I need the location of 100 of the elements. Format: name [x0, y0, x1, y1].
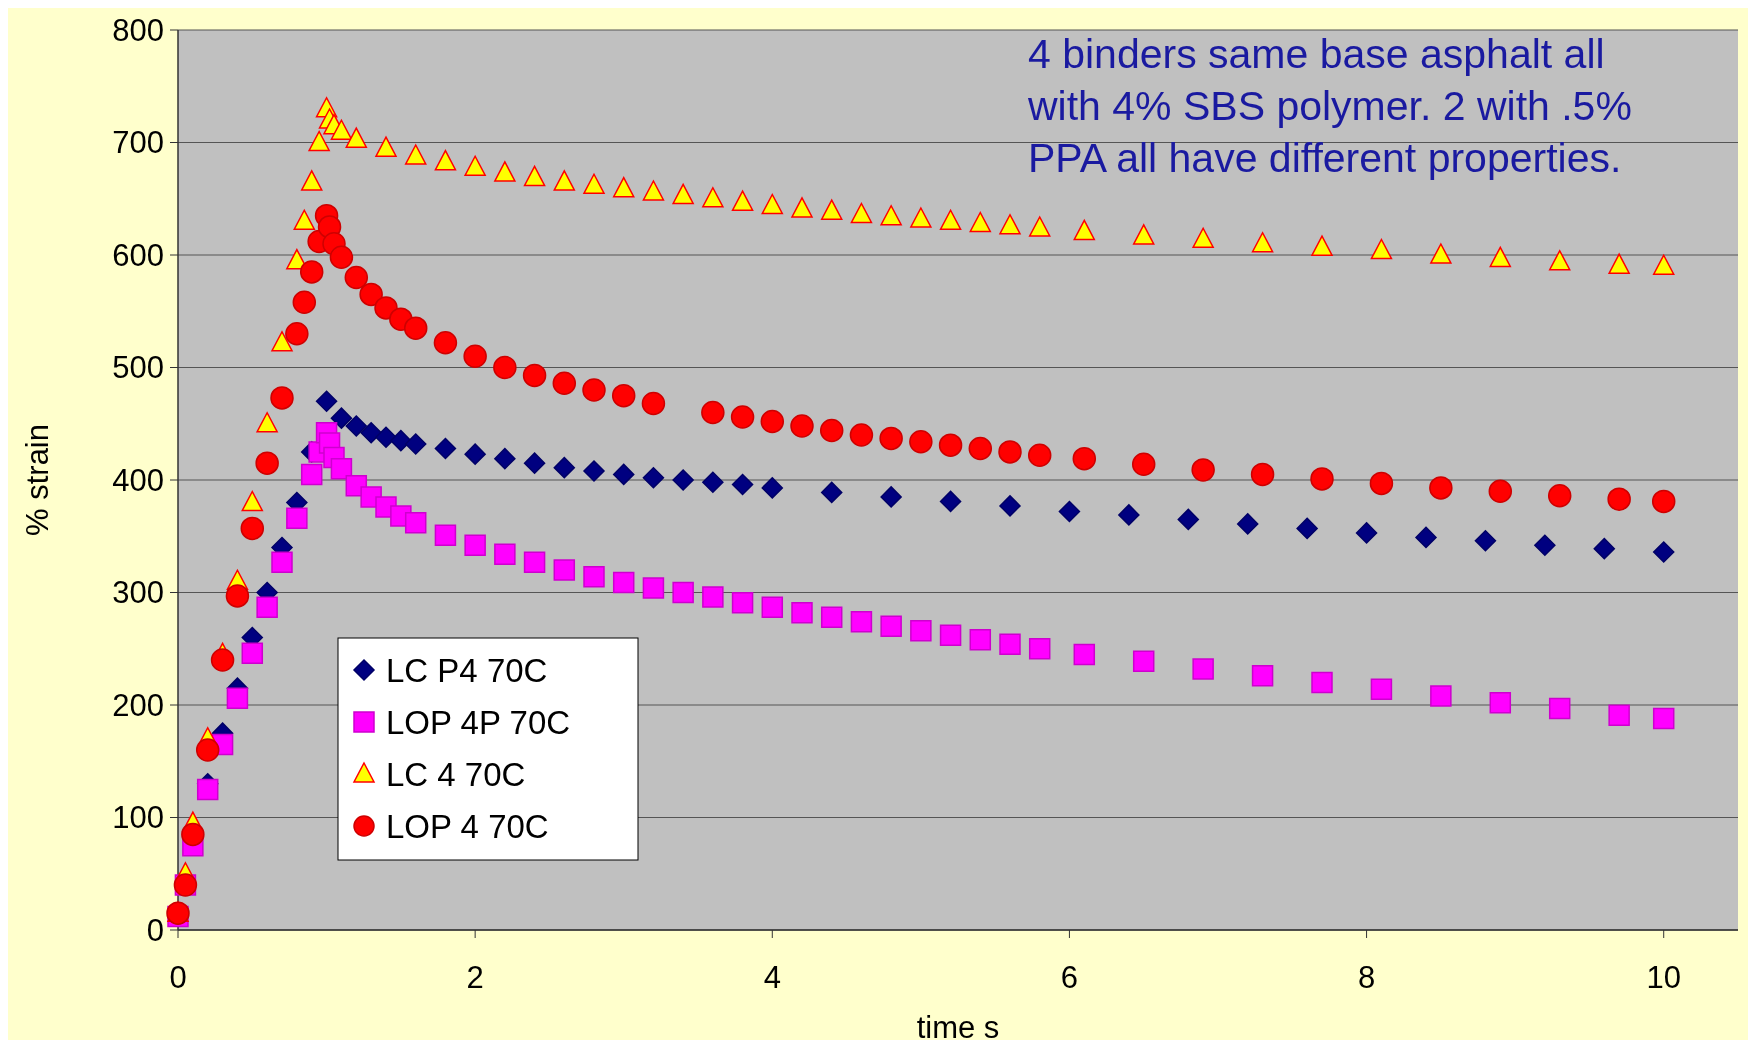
point	[404, 512, 427, 534]
point	[360, 422, 382, 444]
point	[1028, 216, 1051, 237]
x-tick-label: 10	[1646, 960, 1681, 995]
point	[611, 383, 636, 408]
point	[1370, 238, 1393, 260]
point	[819, 418, 844, 443]
point	[612, 463, 635, 486]
point	[1430, 685, 1452, 707]
point	[969, 629, 992, 651]
annotation: 4 binders same base asphalt all with 4% SBS polymer. 2 with .5% PPA all have different properties.	[1027, 31, 1632, 181]
point	[1311, 671, 1333, 694]
point	[1073, 219, 1096, 241]
point	[1251, 232, 1274, 253]
point	[880, 486, 902, 508]
point	[330, 119, 353, 140]
point	[359, 282, 383, 307]
point	[390, 429, 412, 452]
point	[1608, 253, 1630, 274]
point	[642, 467, 665, 489]
point	[761, 596, 784, 618]
point	[344, 265, 369, 290]
point	[850, 202, 873, 224]
point	[850, 611, 873, 633]
point	[433, 331, 458, 355]
point	[464, 534, 486, 556]
point	[672, 581, 694, 604]
point	[552, 371, 577, 395]
x-tick-label: 0	[169, 960, 187, 995]
point	[210, 648, 235, 672]
point	[938, 433, 963, 457]
point	[345, 127, 368, 148]
point	[879, 426, 903, 451]
point	[315, 390, 338, 412]
point	[1534, 534, 1556, 556]
y-tick-label: 100	[112, 800, 164, 836]
point	[641, 391, 666, 416]
point	[1192, 227, 1214, 248]
point	[642, 180, 665, 201]
point	[880, 205, 902, 226]
point	[702, 471, 724, 493]
point	[374, 296, 398, 320]
point	[1132, 650, 1155, 672]
point	[583, 566, 605, 588]
point	[910, 207, 932, 228]
point	[998, 440, 1022, 464]
point	[612, 176, 635, 198]
point	[583, 460, 605, 482]
point	[286, 507, 308, 529]
point	[404, 144, 427, 165]
point	[642, 577, 665, 599]
point	[1072, 446, 1097, 471]
point	[999, 495, 1021, 517]
point	[196, 778, 219, 801]
point	[1028, 638, 1051, 660]
y-axis-title: % strain	[20, 424, 55, 536]
point	[702, 586, 724, 608]
point	[820, 199, 843, 220]
point	[672, 183, 694, 205]
point	[702, 187, 724, 208]
point	[226, 687, 249, 709]
point	[820, 481, 843, 504]
y-tick-label: 0	[146, 912, 164, 948]
point	[1415, 526, 1437, 549]
point	[1191, 458, 1215, 482]
point	[1192, 658, 1214, 680]
point	[225, 584, 250, 608]
point	[1607, 487, 1631, 511]
point	[195, 738, 220, 762]
point	[299, 260, 324, 284]
point	[1311, 235, 1333, 256]
point	[1132, 224, 1155, 245]
point	[240, 516, 265, 541]
point	[271, 331, 293, 352]
point	[1296, 517, 1318, 540]
point	[999, 633, 1021, 655]
x-tick-label: 6	[1060, 960, 1079, 995]
legend-label: LC P4 70C	[386, 651, 548, 689]
point	[270, 386, 294, 410]
point	[241, 490, 264, 512]
point	[1369, 471, 1394, 496]
point	[1593, 537, 1616, 560]
point	[553, 559, 576, 581]
point	[731, 591, 754, 614]
x-tick-label: 2	[466, 960, 484, 995]
point	[1547, 484, 1572, 508]
y-tick-label: 800	[112, 12, 164, 48]
point	[1474, 530, 1497, 552]
point	[1073, 643, 1096, 666]
point	[1489, 246, 1512, 268]
point	[1652, 541, 1675, 563]
point	[494, 161, 516, 182]
y-tick-label: 300	[112, 575, 164, 611]
point	[256, 412, 278, 433]
point	[329, 245, 354, 269]
point	[969, 211, 992, 233]
legend-label: LOP 4 70C	[386, 807, 549, 845]
point	[1652, 254, 1675, 275]
point	[999, 214, 1021, 235]
point	[1608, 704, 1630, 726]
